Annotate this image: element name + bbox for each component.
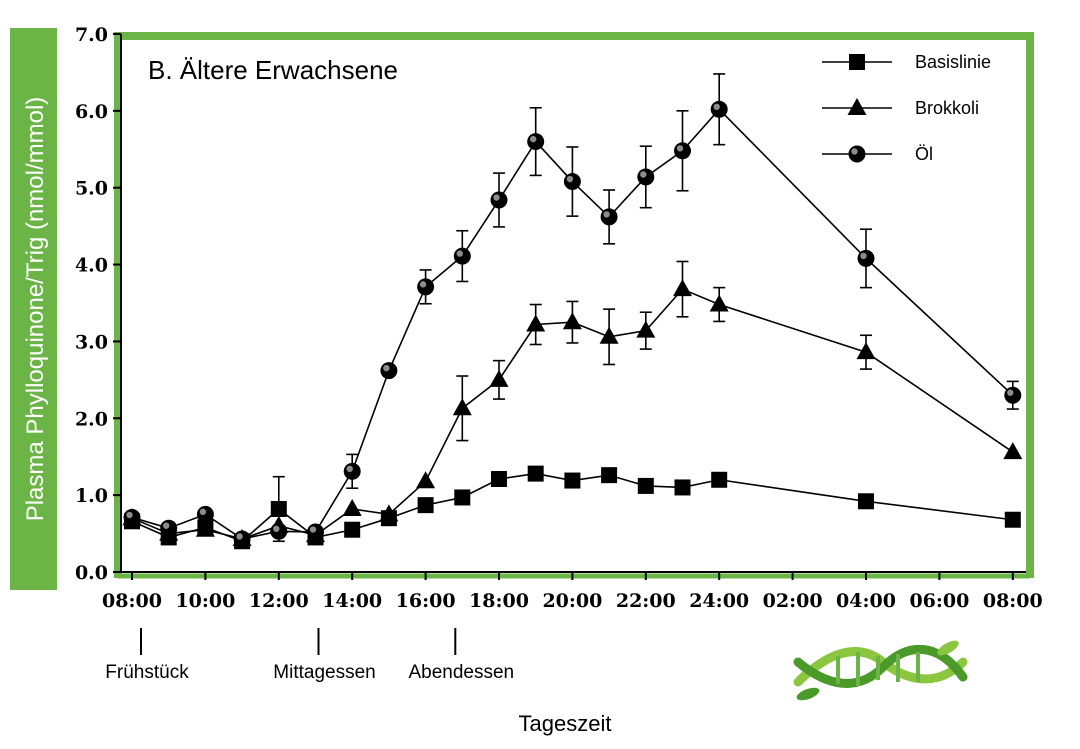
series-square — [124, 465, 1021, 550]
data-point-triangle — [342, 498, 362, 516]
data-point-triangle — [195, 519, 215, 537]
data-point-circle — [160, 519, 178, 537]
y-tick-label: 2.0 — [75, 408, 108, 430]
data-point-triangle — [709, 294, 729, 312]
series-circle — [123, 73, 1022, 548]
data-point-circle — [196, 505, 214, 523]
data-point-square — [1004, 511, 1021, 528]
data-point-circle — [857, 249, 875, 267]
data-point-triangle — [526, 314, 546, 332]
legend-marker-circle — [848, 145, 866, 163]
y-tick-label: 5.0 — [75, 178, 108, 200]
legend-label: Basislinie — [915, 52, 991, 72]
x-tick-label: 18:00 — [469, 590, 529, 612]
data-point-circle — [563, 173, 581, 191]
meal-label: Mittagessen — [273, 662, 375, 683]
legend-label: Brokkoli — [915, 98, 979, 118]
data-point-circle — [1004, 386, 1022, 404]
series-layer — [122, 73, 1023, 550]
dna-leaf-logo-icon — [793, 640, 968, 701]
y-axis-label: Plasma Phylloquinone/Trig (nmol/mmol) — [22, 97, 49, 522]
data-point-triangle — [489, 369, 509, 387]
data-point-triangle — [599, 326, 619, 344]
data-point-square — [270, 500, 287, 517]
data-point-circle — [637, 168, 655, 186]
meal-label: Frühstück — [105, 662, 189, 683]
data-point-square — [674, 479, 691, 496]
ylabel-banner — [10, 28, 57, 590]
data-point-square — [711, 471, 728, 488]
data-point-square — [564, 472, 581, 489]
data-point-circle — [490, 191, 508, 209]
legend-marker-triangle — [847, 98, 867, 115]
data-point-triangle — [416, 471, 436, 489]
y-tick-label: 3.0 — [75, 331, 108, 353]
y-tick-label: 7.0 — [75, 24, 108, 46]
legend: Basislinie Brokkoli Öl — [822, 52, 991, 164]
data-point-square — [344, 521, 361, 538]
x-tick-label: 10:00 — [175, 590, 235, 612]
x-tick-label: 04:00 — [836, 590, 896, 612]
data-point-triangle — [452, 398, 472, 416]
data-point-circle — [710, 100, 728, 118]
data-point-triangle — [636, 320, 656, 338]
data-point-square — [858, 493, 874, 510]
x-ticks: 08:00 10:00 12:00 14:00 16:00 18:00 20:00 22:00… — [102, 572, 1043, 612]
data-point-circle — [600, 208, 618, 226]
x-tick-label: 20:00 — [542, 590, 602, 612]
data-point-square — [417, 497, 434, 514]
data-point-circle — [307, 523, 324, 541]
legend-marker-square — [849, 54, 865, 70]
data-point-triangle — [856, 342, 876, 360]
x-tick-label: 22:00 — [616, 590, 676, 612]
data-point-circle — [233, 530, 251, 548]
data-point-circle — [343, 462, 361, 480]
data-point-square — [527, 465, 544, 482]
data-point-triangle — [673, 279, 692, 297]
chart-title: B. Ältere Erwachsene — [148, 55, 398, 85]
meal-label: Abendessen — [408, 662, 514, 683]
x-tick-label: 16:00 — [396, 590, 456, 612]
y-ticks: 0.0 1.0 2.0 3.0 4.0 5.0 6.0 7.0 — [75, 24, 121, 584]
x-tick-label: 12:00 — [249, 590, 309, 612]
x-tick-label: 06:00 — [909, 590, 969, 612]
y-tick-label: 4.0 — [75, 255, 108, 277]
data-point-circle — [453, 247, 471, 265]
data-point-circle — [417, 278, 435, 296]
legend-label: Öl — [915, 144, 933, 164]
data-point-circle — [527, 133, 545, 151]
data-point-circle — [674, 142, 691, 160]
x-axis-label: Tageszeit — [519, 711, 612, 736]
x-tick-label: 02:00 — [763, 590, 823, 612]
data-point-triangle — [562, 312, 582, 330]
data-point-square — [637, 477, 654, 494]
data-point-circle — [270, 522, 288, 540]
y-tick-label: 1.0 — [75, 485, 108, 507]
data-point-square — [491, 470, 507, 487]
y-tick-label: 6.0 — [75, 101, 108, 123]
meal-annotations: Frühstück Mittagessen Abendessen — [105, 628, 514, 683]
data-point-triangle — [1003, 442, 1023, 460]
data-point-circle — [380, 362, 398, 380]
y-tick-label: 0.0 — [75, 562, 108, 584]
data-point-square — [601, 467, 618, 484]
x-tick-label: 14:00 — [322, 590, 382, 612]
data-point-square — [454, 489, 471, 506]
x-tick-label: 08:00 — [983, 590, 1043, 612]
data-point-triangle — [379, 504, 399, 522]
x-tick-label: 08:00 — [102, 590, 162, 612]
x-tick-label: 24:00 — [689, 590, 749, 612]
data-point-circle — [123, 508, 141, 526]
